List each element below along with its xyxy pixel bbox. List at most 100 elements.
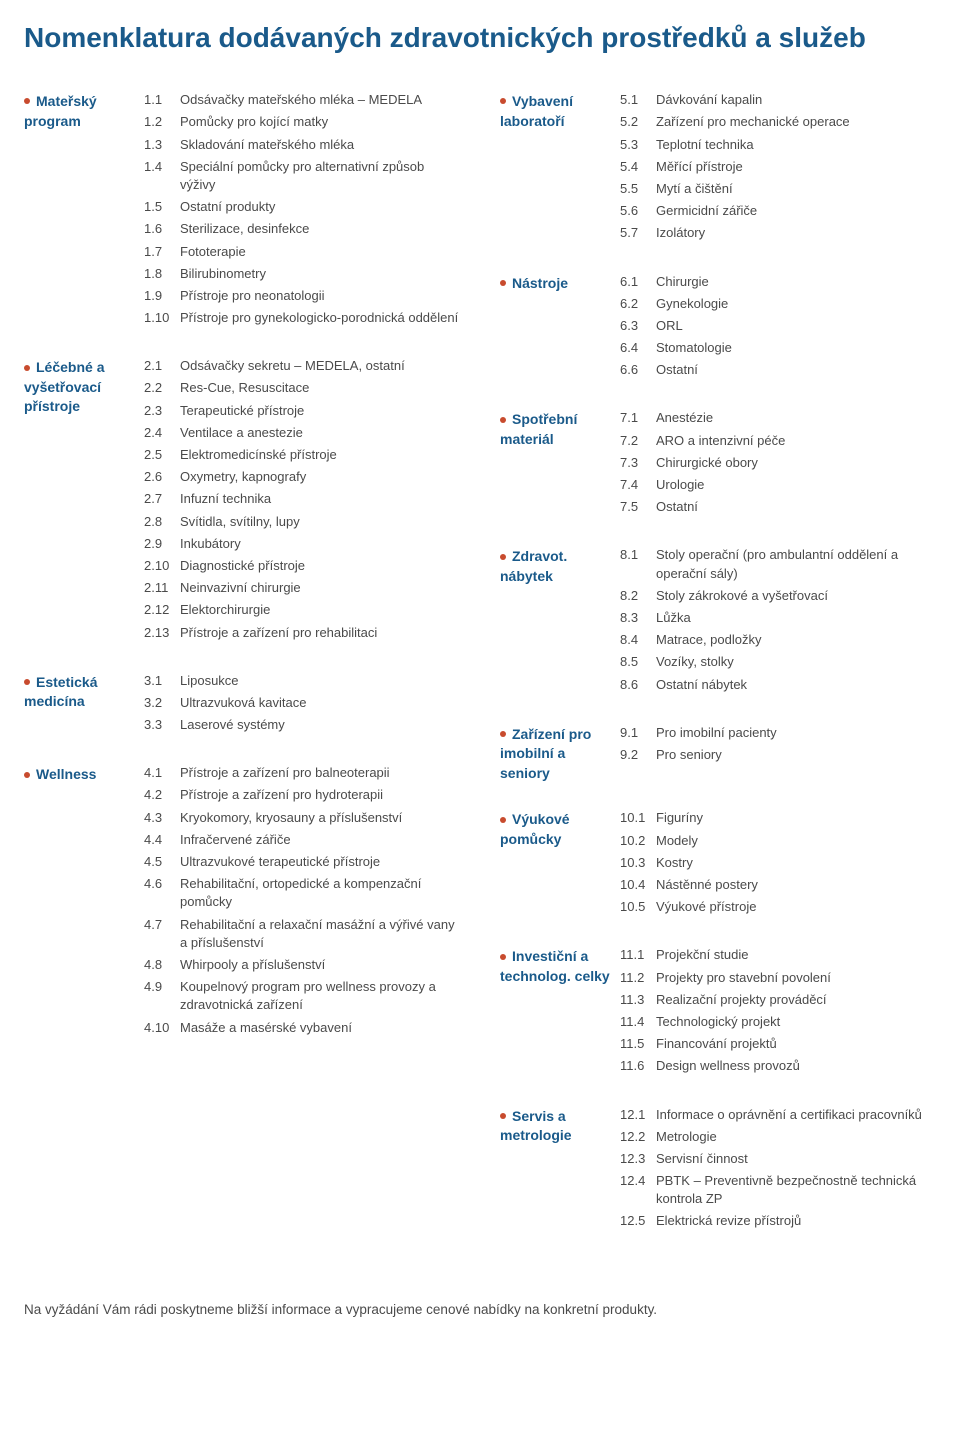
item-number: 4.10 [144, 1019, 180, 1037]
list-item: 4.2Přístroje a zařízení pro hydroterapii [144, 786, 460, 804]
item-number: 2.13 [144, 624, 180, 642]
item-text: Neinvazivní chirurgie [180, 579, 460, 597]
item-text: Projekty pro stavební povolení [656, 969, 936, 987]
list-item: 7.4Urologie [620, 476, 936, 494]
item-number: 2.12 [144, 601, 180, 619]
bullet-icon [500, 280, 506, 286]
item-text: Sterilizace, desinfekce [180, 220, 460, 238]
item-text: Ostatní produkty [180, 198, 460, 216]
item-text: Ostatní [656, 498, 936, 516]
item-text: Financování projektů [656, 1035, 936, 1053]
item-text: Kryokomory, kryosauny a příslušenství [180, 809, 460, 827]
item-text: Stomatologie [656, 339, 936, 357]
bullet-icon [500, 731, 506, 737]
item-number: 1.1 [144, 91, 180, 109]
item-number: 3.1 [144, 672, 180, 690]
item-number: 2.9 [144, 535, 180, 553]
bullet-icon [500, 98, 506, 104]
list-item: 10.3Kostry [620, 854, 936, 872]
list-item: 6.6Ostatní [620, 361, 936, 379]
item-text: Přístroje pro neonatologii [180, 287, 460, 305]
list-item: 5.7Izolátory [620, 224, 936, 242]
item-number: 1.4 [144, 158, 180, 194]
item-number: 7.3 [620, 454, 656, 472]
section-label: Zařízení pro imobilní a seniory [500, 724, 620, 784]
item-text: Matrace, podložky [656, 631, 936, 649]
list-item: 2.4Ventilace a anestezie [144, 424, 460, 442]
item-text: ORL [656, 317, 936, 335]
list-item: 2.10Diagnostické přístroje [144, 557, 460, 575]
item-text: Odsávačky mateřského mléka – MEDELA [180, 91, 460, 109]
item-number: 1.10 [144, 309, 180, 327]
item-text: Stoly zákrokové a vyšetřovací [656, 587, 936, 605]
item-number: 1.2 [144, 113, 180, 131]
item-number: 7.1 [620, 409, 656, 427]
list-item: 6.1Chirurgie [620, 273, 936, 291]
section-items: 7.1Anestézie7.2ARO a intenzivní péče7.3C… [620, 409, 936, 520]
list-item: 12.4PBTK – Preventivně bezpečnostně tech… [620, 1172, 936, 1208]
bullet-icon [500, 554, 506, 560]
section-items: 6.1Chirurgie 6.2Gynekologie 6.3ORL 6.4Stoma… [620, 273, 936, 384]
item-number: 8.6 [620, 676, 656, 694]
item-text: Germicidní zářiče [656, 202, 936, 220]
item-number: 4.4 [144, 831, 180, 849]
list-item: 4.4Infračervené zářiče [144, 831, 460, 849]
item-text: Design wellness provozů [656, 1057, 936, 1075]
list-item: 6.3ORL [620, 317, 936, 335]
section-block: Spotřební materiál7.1Anestézie7.2ARO a i… [500, 409, 936, 520]
item-text: Vozíky, stolky [656, 653, 936, 671]
item-text: Projekční studie [656, 946, 936, 964]
list-item: 3.2Ultrazvuková kavitace [144, 694, 460, 712]
item-text: Teplotní technika [656, 136, 936, 154]
item-number: 6.1 [620, 273, 656, 291]
item-number: 4.2 [144, 786, 180, 804]
list-item: 6.4Stomatologie [620, 339, 936, 357]
item-number: 5.2 [620, 113, 656, 131]
section-label: Spotřební materiál [500, 409, 620, 520]
list-item: 5.3Teplotní technika [620, 136, 936, 154]
item-text: Dávkování kapalin [656, 91, 936, 109]
item-text: Izolátory [656, 224, 936, 242]
list-item: 10.1Figuríny [620, 809, 936, 827]
section-items: 4.1Přístroje a zařízení pro balneoterapi… [144, 764, 460, 1040]
section-block: Investiční a technolog. celky11.1Projekč… [500, 946, 936, 1079]
list-item: 11.2Projekty pro stavební povolení [620, 969, 936, 987]
section-label-text: Mateřský program [24, 93, 97, 129]
list-item: 1.4Speciální pomůcky pro alternativní zp… [144, 158, 460, 194]
left-column: Mateřský program 1.1Odsávačky mateřského … [24, 91, 460, 1260]
list-item: 1.1Odsávačky mateřského mléka – MEDELA [144, 91, 460, 109]
item-text: Informace o oprávnění a certifikaci prac… [656, 1106, 936, 1124]
item-text: Fototerapie [180, 243, 460, 261]
list-item: 4.3Kryokomory, kryosauny a příslušenství [144, 809, 460, 827]
section-label-text: Servis a metrologie [500, 1108, 572, 1144]
list-item: 6.2Gynekologie [620, 295, 936, 313]
item-number: 11.4 [620, 1013, 656, 1031]
item-text: Elektorchirurgie [180, 601, 460, 619]
item-text: Technologický projekt [656, 1013, 936, 1031]
list-item: 1.2Pomůcky pro kojící matky [144, 113, 460, 131]
list-item: 11.6Design wellness provozů [620, 1057, 936, 1075]
item-number: 12.2 [620, 1128, 656, 1146]
list-item: 2.2Res-Cue, Resuscitace [144, 379, 460, 397]
section-block: Léčebné a vyšetřovací přístroje2.1Odsáva… [24, 357, 460, 645]
item-text: Pomůcky pro kojící matky [180, 113, 460, 131]
item-number: 5.4 [620, 158, 656, 176]
list-item: 9.1Pro imobilní pacienty [620, 724, 936, 742]
bullet-icon [500, 1113, 506, 1119]
item-number: 9.2 [620, 746, 656, 764]
section-label-text: Nástroje [512, 275, 568, 291]
item-text: Skladování mateřského mléka [180, 136, 460, 154]
list-item: 2.13Přístroje a zařízení pro rehabilitac… [144, 624, 460, 642]
item-number: 11.5 [620, 1035, 656, 1053]
list-item: 7.1Anestézie [620, 409, 936, 427]
section-label: Léčebné a vyšetřovací přístroje [24, 357, 144, 645]
item-number: 4.8 [144, 956, 180, 974]
list-item: 1.7Fototerapie [144, 243, 460, 261]
list-item: 1.9Přístroje pro neonatologii [144, 287, 460, 305]
section-label: Vybavení laboratoří [500, 91, 620, 246]
item-number: 4.1 [144, 764, 180, 782]
list-item: 1.5Ostatní produkty [144, 198, 460, 216]
item-text: Whirpooly a příslušenství [180, 956, 460, 974]
section-items: 12.1Informace o oprávnění a certifikaci … [620, 1106, 936, 1235]
bullet-icon [24, 365, 30, 371]
